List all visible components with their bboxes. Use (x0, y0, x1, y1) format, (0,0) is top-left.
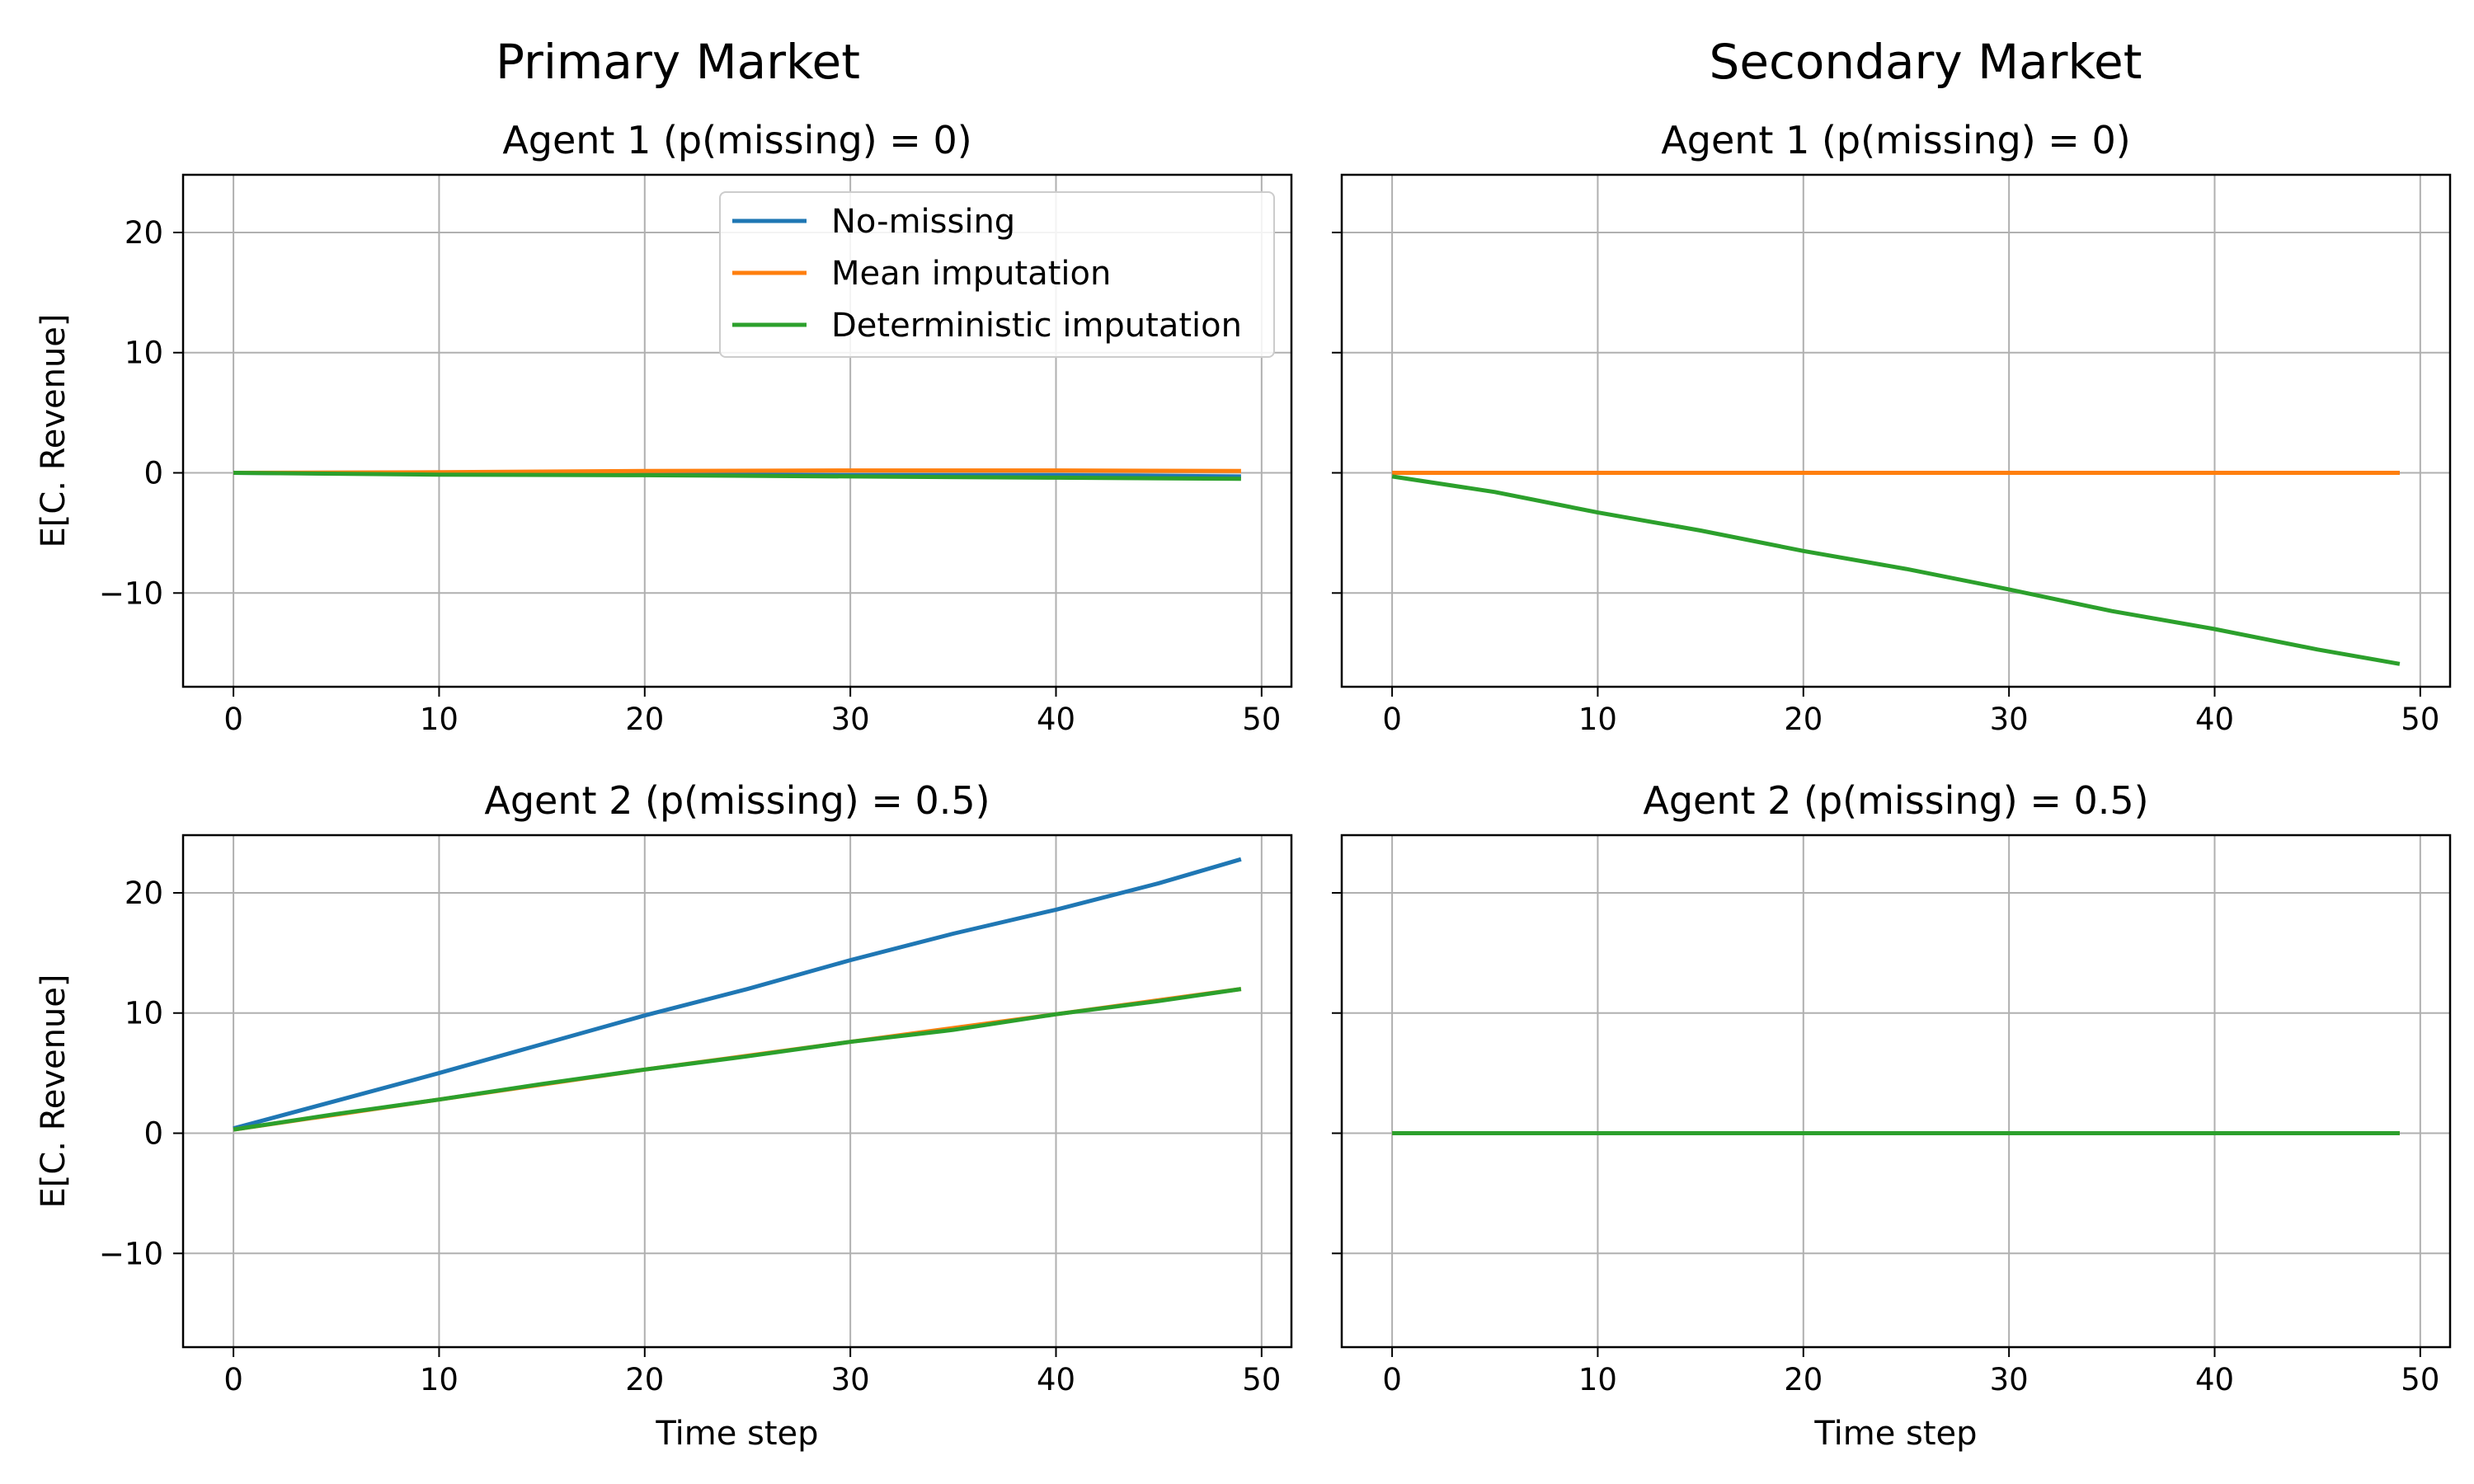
panel-2: Agent 1 (p(missing) = 0) 0 10 20 30 40 50 (1332, 118, 2452, 737)
axes-frame (1340, 173, 2452, 688)
x-tick-label: 20 (1784, 702, 1823, 737)
x-tick-label: 20 (1784, 1362, 1823, 1397)
axes-frame (1340, 834, 2452, 1349)
x-tick-label: 10 (420, 702, 459, 737)
y-tick-label: 20 (125, 876, 163, 911)
x-tick-label: 10 (420, 1362, 459, 1397)
y-tick-label: 10 (125, 336, 163, 371)
x-tick-label: 10 (1578, 1362, 1617, 1397)
y-tick-label: 20 (125, 215, 163, 251)
series-line-no-missing (233, 857, 1242, 1131)
x-axis-label: Time step (655, 1415, 818, 1453)
series-line-deterministic-imputation (233, 471, 1241, 481)
grid-lines (1342, 175, 2450, 687)
x-tick-label: 30 (831, 702, 870, 737)
x-tick-label: 30 (1990, 702, 2029, 737)
x-tick-label: 10 (1578, 702, 1617, 737)
legend-box (719, 191, 1275, 358)
panel-1: Agent 1 (p(missing) = 0) 0 10 20 30 40 50 20 10 0… (35, 118, 1293, 737)
x-tick-label: 40 (2195, 702, 2234, 737)
axes-frame (181, 173, 1293, 688)
grid-lines (1342, 835, 2450, 1347)
x-tick-label: 30 (831, 1362, 870, 1397)
series-line-deterministic-imputation (1391, 474, 2401, 666)
x-tick-label: 0 (1382, 702, 1402, 737)
x-tick-label: 50 (1242, 1362, 1281, 1397)
y-tick-label: −10 (99, 575, 163, 611)
series-line-deterministic-imputation (233, 987, 1242, 1132)
x-tick-label: 40 (2195, 1362, 2234, 1397)
x-tick-label: 0 (223, 702, 243, 737)
x-tick-label: 50 (2401, 702, 2439, 737)
axes-frame (181, 834, 1293, 1349)
x-tick-label: 20 (625, 1362, 664, 1397)
panel-3: Agent 2 (p(missing) = 0.5) 0 10 20 30 40 50 20 1… (35, 778, 1293, 1453)
column-title-secondary: Secondary Market (1710, 34, 2142, 90)
legend: No-missing Mean imputation Deterministic i… (719, 191, 1275, 358)
panel-4: Agent 2 (p(missing) = 0.5) 0 10 20 30 40 50 Tim… (1332, 778, 2452, 1453)
x-axis-label: Time step (1813, 1415, 1977, 1453)
grid-lines (183, 835, 1291, 1347)
y-tick-label: 0 (143, 1116, 163, 1152)
x-tick-label: 40 (1037, 702, 1075, 737)
panel-title: Agent 2 (p(missing) = 0.5) (1643, 778, 2148, 823)
panel-title: Agent 2 (p(missing) = 0.5) (484, 778, 990, 823)
panel-title: Agent 1 (p(missing) = 0) (1661, 118, 2130, 162)
x-tick-label: 40 (1037, 1362, 1075, 1397)
y-axis-label: E[C. Revenue] (35, 313, 73, 547)
y-tick-label: 10 (125, 996, 163, 1031)
legend-entry: Deterministic imputation (831, 307, 1242, 345)
x-tick-label: 50 (2401, 1362, 2439, 1397)
panel-title: Agent 1 (p(missing) = 0) (502, 118, 971, 162)
x-tick-label: 50 (1242, 702, 1281, 737)
legend-entry: Mean imputation (831, 255, 1111, 293)
x-tick-label: 20 (625, 702, 664, 737)
x-tick-label: 30 (1990, 1362, 2029, 1397)
y-tick-label: −10 (99, 1236, 163, 1271)
y-tick-label: 0 (143, 456, 163, 491)
column-title-primary: Primary Market (496, 34, 860, 90)
y-axis-label: E[C. Revenue] (35, 974, 73, 1208)
legend-entry: No-missing (831, 203, 1015, 241)
x-tick-label: 0 (223, 1362, 243, 1397)
x-tick-label: 0 (1382, 1362, 1402, 1397)
